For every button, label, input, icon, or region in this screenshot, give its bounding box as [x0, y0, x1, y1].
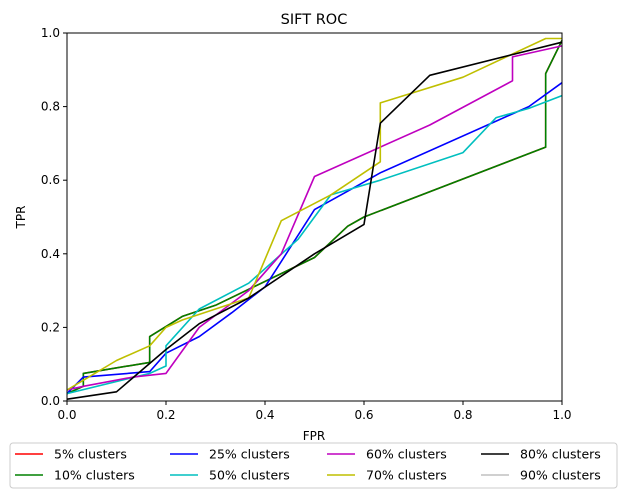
x-axis: 0.0 0.2 0.4 0.6 0.8 1.0	[57, 401, 572, 422]
y-axis-label: TPR	[14, 206, 28, 230]
x-tick-label: 0.4	[255, 408, 274, 422]
plot-frame	[66, 32, 563, 402]
x-tick-label: 0.6	[354, 408, 373, 422]
legend-label: 5% clusters	[54, 447, 127, 462]
series-layer	[66, 37, 563, 400]
series-line-2	[66, 82, 563, 395]
series-line-1	[66, 40, 563, 395]
legend-label: 10% clusters	[54, 468, 135, 483]
y-tick-label: 0.2	[41, 320, 60, 334]
x-tick-label: 0.8	[453, 408, 472, 422]
series-line-6	[66, 41, 563, 400]
series-line-4	[66, 45, 563, 391]
legend: 5% clusters 10% clusters 25% clusters 50% c…	[9, 442, 618, 489]
y-tick-label: 0.8	[41, 100, 60, 114]
legend-label: 50% clusters	[209, 468, 290, 483]
legend-label: 60% clusters	[366, 447, 447, 462]
x-tick-label: 1.0	[552, 408, 571, 422]
series-line-5	[66, 37, 562, 391]
y-tick-label: 0.4	[41, 247, 60, 261]
series-line-3	[66, 94, 563, 395]
legend-label: 70% clusters	[366, 468, 447, 483]
x-tick-label: 0.2	[156, 408, 175, 422]
y-tick-label: 0.0	[41, 394, 60, 408]
y-tick-label: 0.6	[41, 173, 60, 187]
y-axis: 0.0 0.2 0.4 0.6 0.8 1.0	[41, 26, 67, 408]
y-tick-label: 1.0	[41, 26, 60, 40]
legend-frame	[9, 442, 618, 489]
chart-title: SIFT ROC	[281, 12, 348, 28]
legend-label: 90% clusters	[520, 468, 601, 483]
legend-label: 25% clusters	[209, 447, 290, 462]
x-tick-label: 0.0	[57, 408, 76, 422]
legend-label: 80% clusters	[520, 447, 601, 462]
x-axis-label: FPR	[303, 429, 325, 443]
